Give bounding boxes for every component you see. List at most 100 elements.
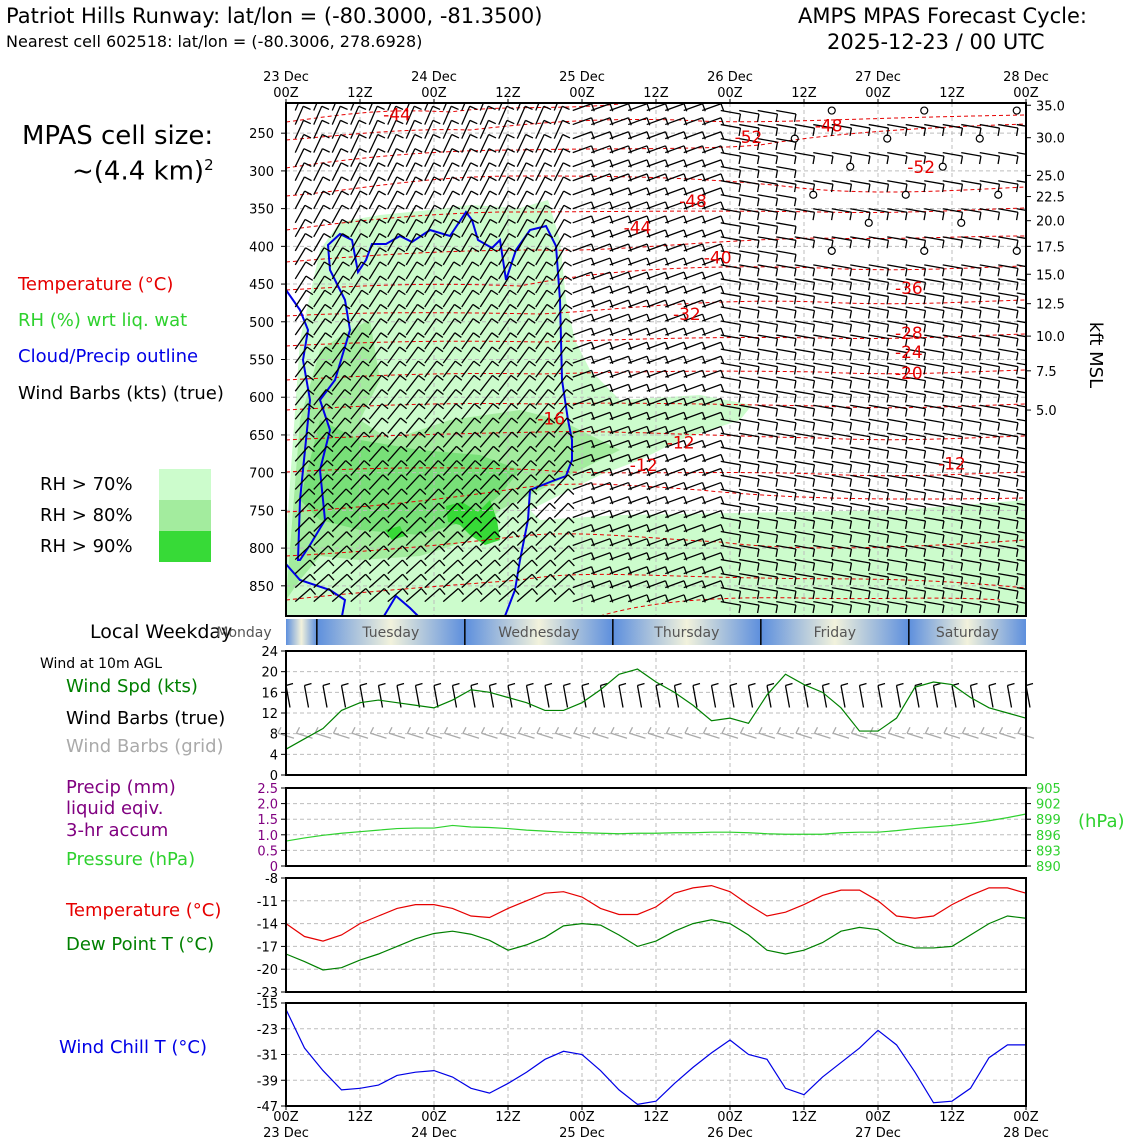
wind10m-barb-true <box>322 685 328 708</box>
wind-barb-flag <box>474 445 482 453</box>
wind-barb <box>942 306 963 312</box>
wind-barb <box>498 488 514 504</box>
wind-barb <box>646 271 666 280</box>
wind-barb <box>461 445 476 462</box>
wind-barb <box>331 389 346 406</box>
wind-barb-flag <box>720 440 725 449</box>
wind-barb-flag <box>978 380 982 389</box>
wind-barb <box>350 431 365 448</box>
wind-barb <box>961 586 982 592</box>
wind-barb-flag <box>793 282 797 291</box>
wind-barb-flag <box>547 360 555 367</box>
wind-barb <box>794 544 815 550</box>
wind-barb <box>961 334 982 340</box>
wind-barb <box>887 123 908 129</box>
wind-barb <box>794 432 815 438</box>
wind-barb-flag <box>363 474 371 481</box>
wind-barb-flag <box>886 184 890 193</box>
wind-barb-flag <box>509 289 517 296</box>
wind-barb <box>868 558 889 564</box>
wind-barb <box>850 544 871 550</box>
wind-barb-flag <box>508 233 517 239</box>
wind-barb-flag <box>1015 408 1019 417</box>
wind-barb <box>924 572 945 578</box>
wind-barb-flag <box>432 119 441 125</box>
wind-barb <box>850 320 871 326</box>
wind-barb <box>905 516 926 522</box>
wind-barb <box>442 389 457 406</box>
wind-barb <box>628 552 648 561</box>
wind-barb-flag <box>960 506 964 515</box>
wind-barb <box>424 105 434 125</box>
wind-barb <box>683 467 703 476</box>
wind-barb <box>628 411 648 420</box>
wind-barb <box>813 474 834 480</box>
wind-barb <box>609 243 629 252</box>
wind-barb <box>720 601 741 606</box>
wind-barb <box>572 510 592 519</box>
wind-barb-flag <box>324 332 333 338</box>
wind-barb-flag <box>904 562 908 572</box>
wind-barb <box>905 180 926 185</box>
wind-barb <box>998 292 1019 298</box>
wind-barb-flag <box>564 247 572 253</box>
wind-barb <box>720 502 741 508</box>
wind10m-barb-true <box>840 685 846 708</box>
wind-barb <box>665 552 685 561</box>
wind-barb-flag <box>867 324 871 333</box>
wind-barb <box>572 299 592 308</box>
wind-barb-flag <box>343 360 352 367</box>
wind-barb-flag <box>793 254 797 263</box>
wind-barb <box>535 304 548 322</box>
wind-barb <box>405 417 420 434</box>
wind-barb-flag <box>304 233 313 239</box>
wind-barb <box>979 208 1000 213</box>
wind-barb <box>572 285 592 294</box>
wind-barb <box>720 250 741 255</box>
wind-barb <box>535 275 548 294</box>
wind-barb <box>905 292 926 298</box>
wind-barb <box>813 488 834 494</box>
wind-barb-flag <box>419 474 427 481</box>
wind-barb-flag <box>720 580 725 589</box>
wind-barb <box>498 545 514 561</box>
wind-barb <box>553 120 564 139</box>
wind-barb-flag <box>978 324 982 333</box>
pressure-tick-label: 905 <box>1036 782 1061 797</box>
wind-barb <box>831 236 852 241</box>
wind-barb <box>942 264 963 270</box>
wind10m-barb-true-flag <box>637 682 645 687</box>
wind-barb <box>979 152 1000 157</box>
wind-barb-flag <box>507 176 516 182</box>
wind-barb <box>813 390 834 396</box>
wind10m-barb-grid-flag <box>610 726 615 734</box>
wind-barb-flag <box>941 408 945 417</box>
wind-barb <box>313 204 324 224</box>
wind-barb-flag <box>475 545 483 553</box>
wind-barb <box>331 346 345 364</box>
wind-barb-flag <box>400 445 408 453</box>
wind-barb <box>868 460 889 466</box>
wind-barb <box>831 544 852 550</box>
wind-barb-flag <box>756 282 760 291</box>
wind-barb-flag <box>923 282 927 291</box>
wind-barb <box>368 204 380 224</box>
wind-barb <box>646 369 666 378</box>
wind-barb <box>313 516 329 532</box>
wind-barb <box>646 117 666 126</box>
wind-barb <box>553 374 567 392</box>
wind-barb-flag <box>997 605 1001 614</box>
wind-barb-flag <box>923 576 927 586</box>
wind-barb-flag <box>978 590 982 600</box>
wind-barb <box>516 275 529 294</box>
wind-barb-flag <box>997 240 1001 249</box>
wind-barb-flag <box>720 117 725 126</box>
wind-barb <box>924 123 945 129</box>
wind-barb-flag <box>450 105 459 111</box>
wind-barb-flag <box>793 338 797 347</box>
wind-barb-flag <box>493 474 501 481</box>
wind-barb <box>720 446 741 452</box>
wind-barb <box>702 313 722 322</box>
wind-barb-flag <box>849 324 853 333</box>
wind-barb <box>628 538 648 547</box>
